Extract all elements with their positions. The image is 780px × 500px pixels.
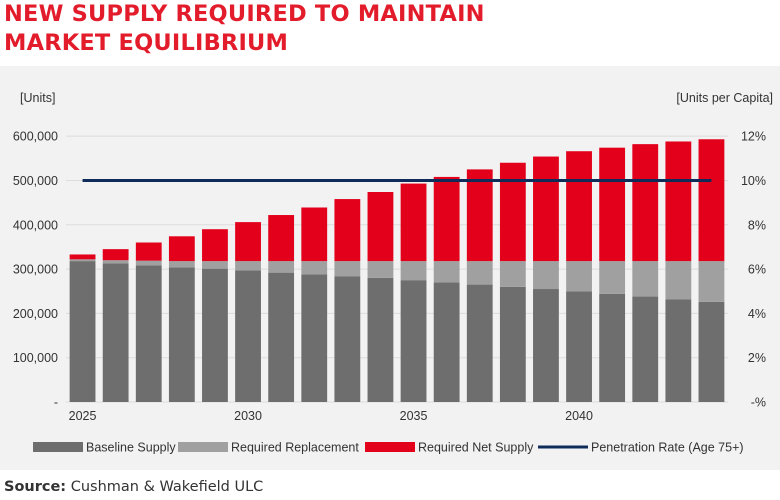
- bar-required-net-supply: [566, 151, 592, 262]
- bar-required-net-supply: [632, 144, 659, 262]
- right-axis-label: [Units per Capita]: [676, 91, 773, 105]
- bar-required-net-supply: [400, 183, 427, 262]
- left-axis-label: [Units]: [20, 91, 55, 105]
- bar-baseline-supply: [202, 268, 228, 402]
- bar-required-replacement: [334, 261, 361, 277]
- bar-required-net-supply: [301, 207, 328, 262]
- bar-baseline-supply: [632, 296, 659, 402]
- bar-required-net-supply: [69, 254, 96, 260]
- bar-required-net-supply: [168, 236, 195, 262]
- chart: - 100,000 200,000 300,000 400,000 500,000 600,…: [13, 91, 773, 455]
- bar-required-replacement: [202, 261, 228, 269]
- bar-required-net-supply: [599, 147, 626, 262]
- bar-required-replacement: [665, 261, 692, 300]
- bar-required-replacement: [102, 260, 129, 264]
- bar-baseline-supply: [135, 265, 162, 402]
- bar-baseline-supply: [268, 272, 295, 402]
- x-tick-label: 2040: [565, 409, 593, 423]
- x-tick-label: 2025: [69, 409, 97, 423]
- bar-required-replacement: [301, 261, 328, 275]
- y-tick-label-left: 600,000: [13, 130, 58, 144]
- bar-required-net-supply: [268, 215, 295, 262]
- y-tick-label-left: -: [54, 396, 58, 410]
- y-tick-label-left: 400,000: [13, 218, 58, 232]
- legend-label: Penetration Rate (Age 75+): [591, 441, 744, 455]
- bar-baseline-supply: [301, 274, 328, 402]
- bar-required-net-supply: [202, 229, 228, 262]
- bar-baseline-supply: [367, 277, 394, 402]
- x-tick-label: 2035: [400, 409, 428, 423]
- bar-required-replacement: [400, 261, 427, 281]
- bar-required-replacement: [367, 261, 394, 278]
- bar-required-net-supply: [533, 156, 559, 262]
- y-tick-label-right: 4%: [748, 307, 766, 321]
- y-tick-label-right: -%: [751, 396, 766, 410]
- legend-swatch: [365, 442, 415, 452]
- legend-swatch: [33, 442, 83, 452]
- y-tick-label-right: 10%: [741, 174, 766, 188]
- bar-required-replacement: [566, 261, 592, 292]
- bar-required-replacement: [433, 261, 460, 283]
- legend-label: Baseline Supply: [86, 441, 176, 455]
- bar-baseline-supply: [433, 282, 460, 402]
- bar-baseline-supply: [69, 261, 96, 402]
- bar-baseline-supply: [400, 280, 427, 402]
- y-tick-label-left: 300,000: [13, 263, 58, 277]
- bar-baseline-supply: [499, 286, 526, 402]
- bar-baseline-supply: [102, 263, 129, 402]
- bar-required-replacement: [499, 261, 526, 287]
- bar-required-net-supply: [433, 176, 460, 262]
- source-note: Source: Cushman & Wakefield ULC: [4, 479, 263, 495]
- chart-title: NEW SUPPLY REQUIRED TO MAINTAIN MARKET E…: [4, 0, 485, 58]
- bar-required-replacement: [466, 261, 493, 285]
- y-tick-label-right: 8%: [748, 218, 766, 232]
- y-tick-label-right: 6%: [748, 263, 766, 277]
- x-tick-label: 2030: [234, 409, 262, 423]
- legend-label: Required Replacement: [231, 441, 359, 455]
- bar-required-replacement: [533, 261, 559, 290]
- y-tick-label-left: 100,000: [13, 351, 58, 365]
- bar-required-replacement: [599, 261, 626, 294]
- bar-required-net-supply: [665, 141, 692, 262]
- bar-baseline-supply: [665, 299, 692, 402]
- y-tick-label-left: 500,000: [13, 174, 58, 188]
- bar-required-replacement: [698, 261, 725, 302]
- bar-required-replacement: [135, 260, 162, 266]
- y-tick-label-right: 2%: [748, 351, 766, 365]
- bar-baseline-supply: [566, 291, 592, 402]
- bar-baseline-supply: [698, 301, 725, 402]
- legend-swatch: [178, 442, 228, 452]
- bar-baseline-supply: [334, 276, 361, 402]
- bar-required-replacement: [235, 261, 261, 271]
- source-text: Cushman & Wakefield ULC: [66, 479, 264, 495]
- bar-required-net-supply: [466, 169, 493, 262]
- bar-baseline-supply: [235, 270, 261, 402]
- bar-required-net-supply: [367, 191, 394, 262]
- bar-required-replacement: [168, 261, 195, 268]
- bar-baseline-supply: [533, 289, 559, 402]
- bar-required-replacement: [69, 259, 96, 262]
- title-line-2: MARKET EQUILIBRIUM: [4, 30, 289, 56]
- bar-required-net-supply: [334, 199, 361, 262]
- bar-baseline-supply: [168, 267, 195, 402]
- bar-required-replacement: [632, 261, 659, 297]
- y-tick-label-left: 200,000: [13, 307, 58, 321]
- legend-label: Required Net Supply: [418, 441, 534, 455]
- bar-required-net-supply: [135, 242, 162, 261]
- bar-required-replacement: [268, 261, 295, 273]
- bar-required-net-supply: [698, 139, 725, 262]
- bar-required-net-supply: [499, 162, 526, 262]
- bar-required-net-supply: [235, 222, 261, 262]
- bar-baseline-supply: [599, 293, 626, 402]
- source-label: Source:: [4, 479, 67, 495]
- bar-baseline-supply: [466, 284, 493, 402]
- bar-required-net-supply: [102, 249, 129, 261]
- chart-panel: - 100,000 200,000 300,000 400,000 500,000 600,…: [0, 66, 780, 470]
- title-line-1: NEW SUPPLY REQUIRED TO MAINTAIN: [4, 1, 485, 27]
- y-tick-label-right: 12%: [741, 130, 766, 144]
